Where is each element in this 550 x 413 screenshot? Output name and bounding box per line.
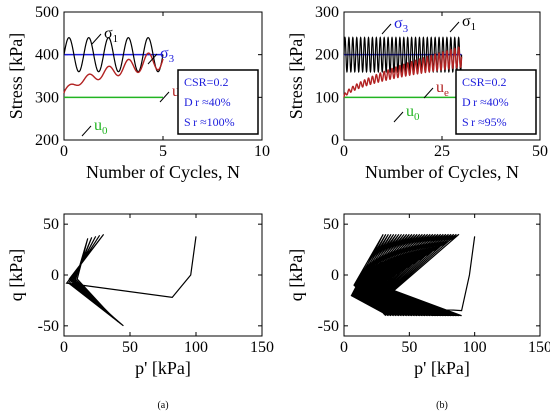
y-tick-label: -50 [38,318,59,335]
y-tick-label: 100 [315,89,339,106]
info-box-line: D r ≈40% [462,95,509,109]
y-axis-label: Stress [kPa] [6,33,26,120]
y-axis-label: q [kPa] [286,249,306,302]
annotation-arrow [159,91,170,103]
x-tick-label: 50 [401,339,417,356]
y-tick-label: 300 [35,89,59,106]
annotation-arrow [423,87,434,99]
annotation-σ3: σ3 [394,15,409,35]
y-tick-label: 0 [331,132,339,149]
chart-b-top: 0 25 50 0 100 200 300 Number of Cycles, N Stress… [286,4,548,182]
x-axis-label: p' [kPa] [135,358,191,378]
x-tick-label: 50 [532,143,548,160]
y-tick-label: 50 [323,216,339,233]
info-box-line: CSR=0.2 [462,75,506,89]
y-tick-label: 400 [35,47,59,64]
y-tick-label: 50 [43,216,59,233]
y-tick-label: -50 [318,318,339,335]
info-box-line: S r ≈100% [184,115,235,129]
series-sigma1 [63,36,164,73]
annotation-σ3: σ3 [160,45,175,65]
x-tick-label: 0 [340,339,348,356]
x-tick-label: 150 [250,339,274,356]
x-axis-label: Number of Cycles, N [365,162,519,182]
y-tick-label: 0 [51,267,59,284]
y-tick-label: 0 [331,267,339,284]
series-stress-path [350,233,476,317]
series-stress-path [65,233,197,327]
panel-label: (a) [157,400,168,411]
x-tick-label: 100 [463,339,487,356]
y-tick-label: 300 [315,4,339,21]
annotation-arrow [91,33,102,45]
annotation-arrow [393,111,404,123]
x-tick-label: 0 [60,339,68,356]
series-ue [63,52,164,94]
annotation-arrow [81,125,92,137]
x-tick-label: 5 [159,143,167,160]
annotation-u0: u0 [406,103,420,123]
x-tick-label: 0 [60,143,68,160]
y-axis-label: q [kPa] [6,249,26,302]
info-box-line: CSR=0.2 [184,75,228,89]
x-axis-label: Number of Cycles, N [86,162,240,182]
info-box [177,69,259,135]
annotation-ue: ue [436,79,449,99]
annotation-arrow [449,21,460,33]
info-box-line: D r ≈40% [184,95,231,109]
x-tick-label: 10 [254,143,270,160]
annotation-σ1: σ1 [104,25,118,45]
x-tick-label: 25 [434,143,450,160]
y-axis-label: Stress [kPa] [286,33,306,120]
y-tick-label: 200 [35,132,59,149]
annotation-arrow [381,23,392,35]
y-tick-label: 500 [35,4,59,21]
annotation-σ1: σ1 [462,13,476,33]
x-tick-label: 50 [122,339,138,356]
x-tick-label: 0 [340,143,348,160]
series-ue [343,46,463,98]
chart-a-top: 0 5 10 200 300 400 500 Number of Cycles, N Stres… [6,4,270,182]
x-tick-label: 100 [184,339,208,356]
x-tick-label: 150 [528,339,550,356]
x-axis-label: p' [kPa] [414,358,470,378]
plot-frame [63,213,263,337]
panel-label: (b) [436,400,448,411]
annotation-arrow [147,53,158,65]
y-tick-label: 200 [315,47,339,64]
info-box [455,69,537,135]
annotation-u0: u0 [94,117,108,137]
info-box-line: S r ≈95% [462,115,507,129]
